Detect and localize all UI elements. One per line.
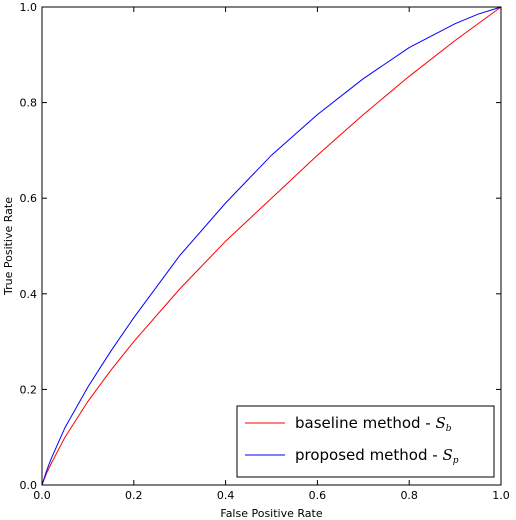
x-tick-label: 0.4 bbox=[217, 489, 235, 502]
x-tick-label: 1.0 bbox=[492, 489, 510, 502]
legend-box bbox=[236, 405, 495, 478]
series-line-1 bbox=[41, 6, 502, 486]
y-tick-label: 0.2 bbox=[20, 383, 38, 396]
axis-ticks: 0.0 0.2 0.4 0.6 0.8 1.0 0.0 0.2 0.4 0.6 0.8 1.0 bbox=[20, 1, 510, 502]
plot-frame bbox=[41, 6, 502, 486]
legend-label-proposed: proposed method - Sp bbox=[295, 446, 459, 466]
y-tick-label: 0.6 bbox=[20, 192, 38, 205]
legend-label-baseline: baseline method - Sb bbox=[295, 414, 452, 434]
series-lines bbox=[41, 6, 502, 486]
x-tick-label: 0.0 bbox=[33, 489, 51, 502]
x-tick-label: 0.2 bbox=[125, 489, 143, 502]
x-tick-label: 0.8 bbox=[400, 489, 418, 502]
y-tick-label: 1.0 bbox=[20, 1, 38, 14]
x-tick-label: 0.6 bbox=[309, 489, 327, 502]
legend: baseline method - Sb proposed method - S… bbox=[236, 405, 495, 478]
x-axis-label: False Positive Rate bbox=[220, 507, 322, 520]
y-tick-label: 0.8 bbox=[20, 97, 38, 110]
plot-area bbox=[42, 7, 501, 485]
y-tick-label: 0.0 bbox=[20, 479, 38, 492]
series-line-0 bbox=[41, 6, 502, 486]
y-axis-label: True Positive Rate bbox=[2, 197, 15, 296]
y-tick-label: 0.4 bbox=[20, 288, 38, 301]
